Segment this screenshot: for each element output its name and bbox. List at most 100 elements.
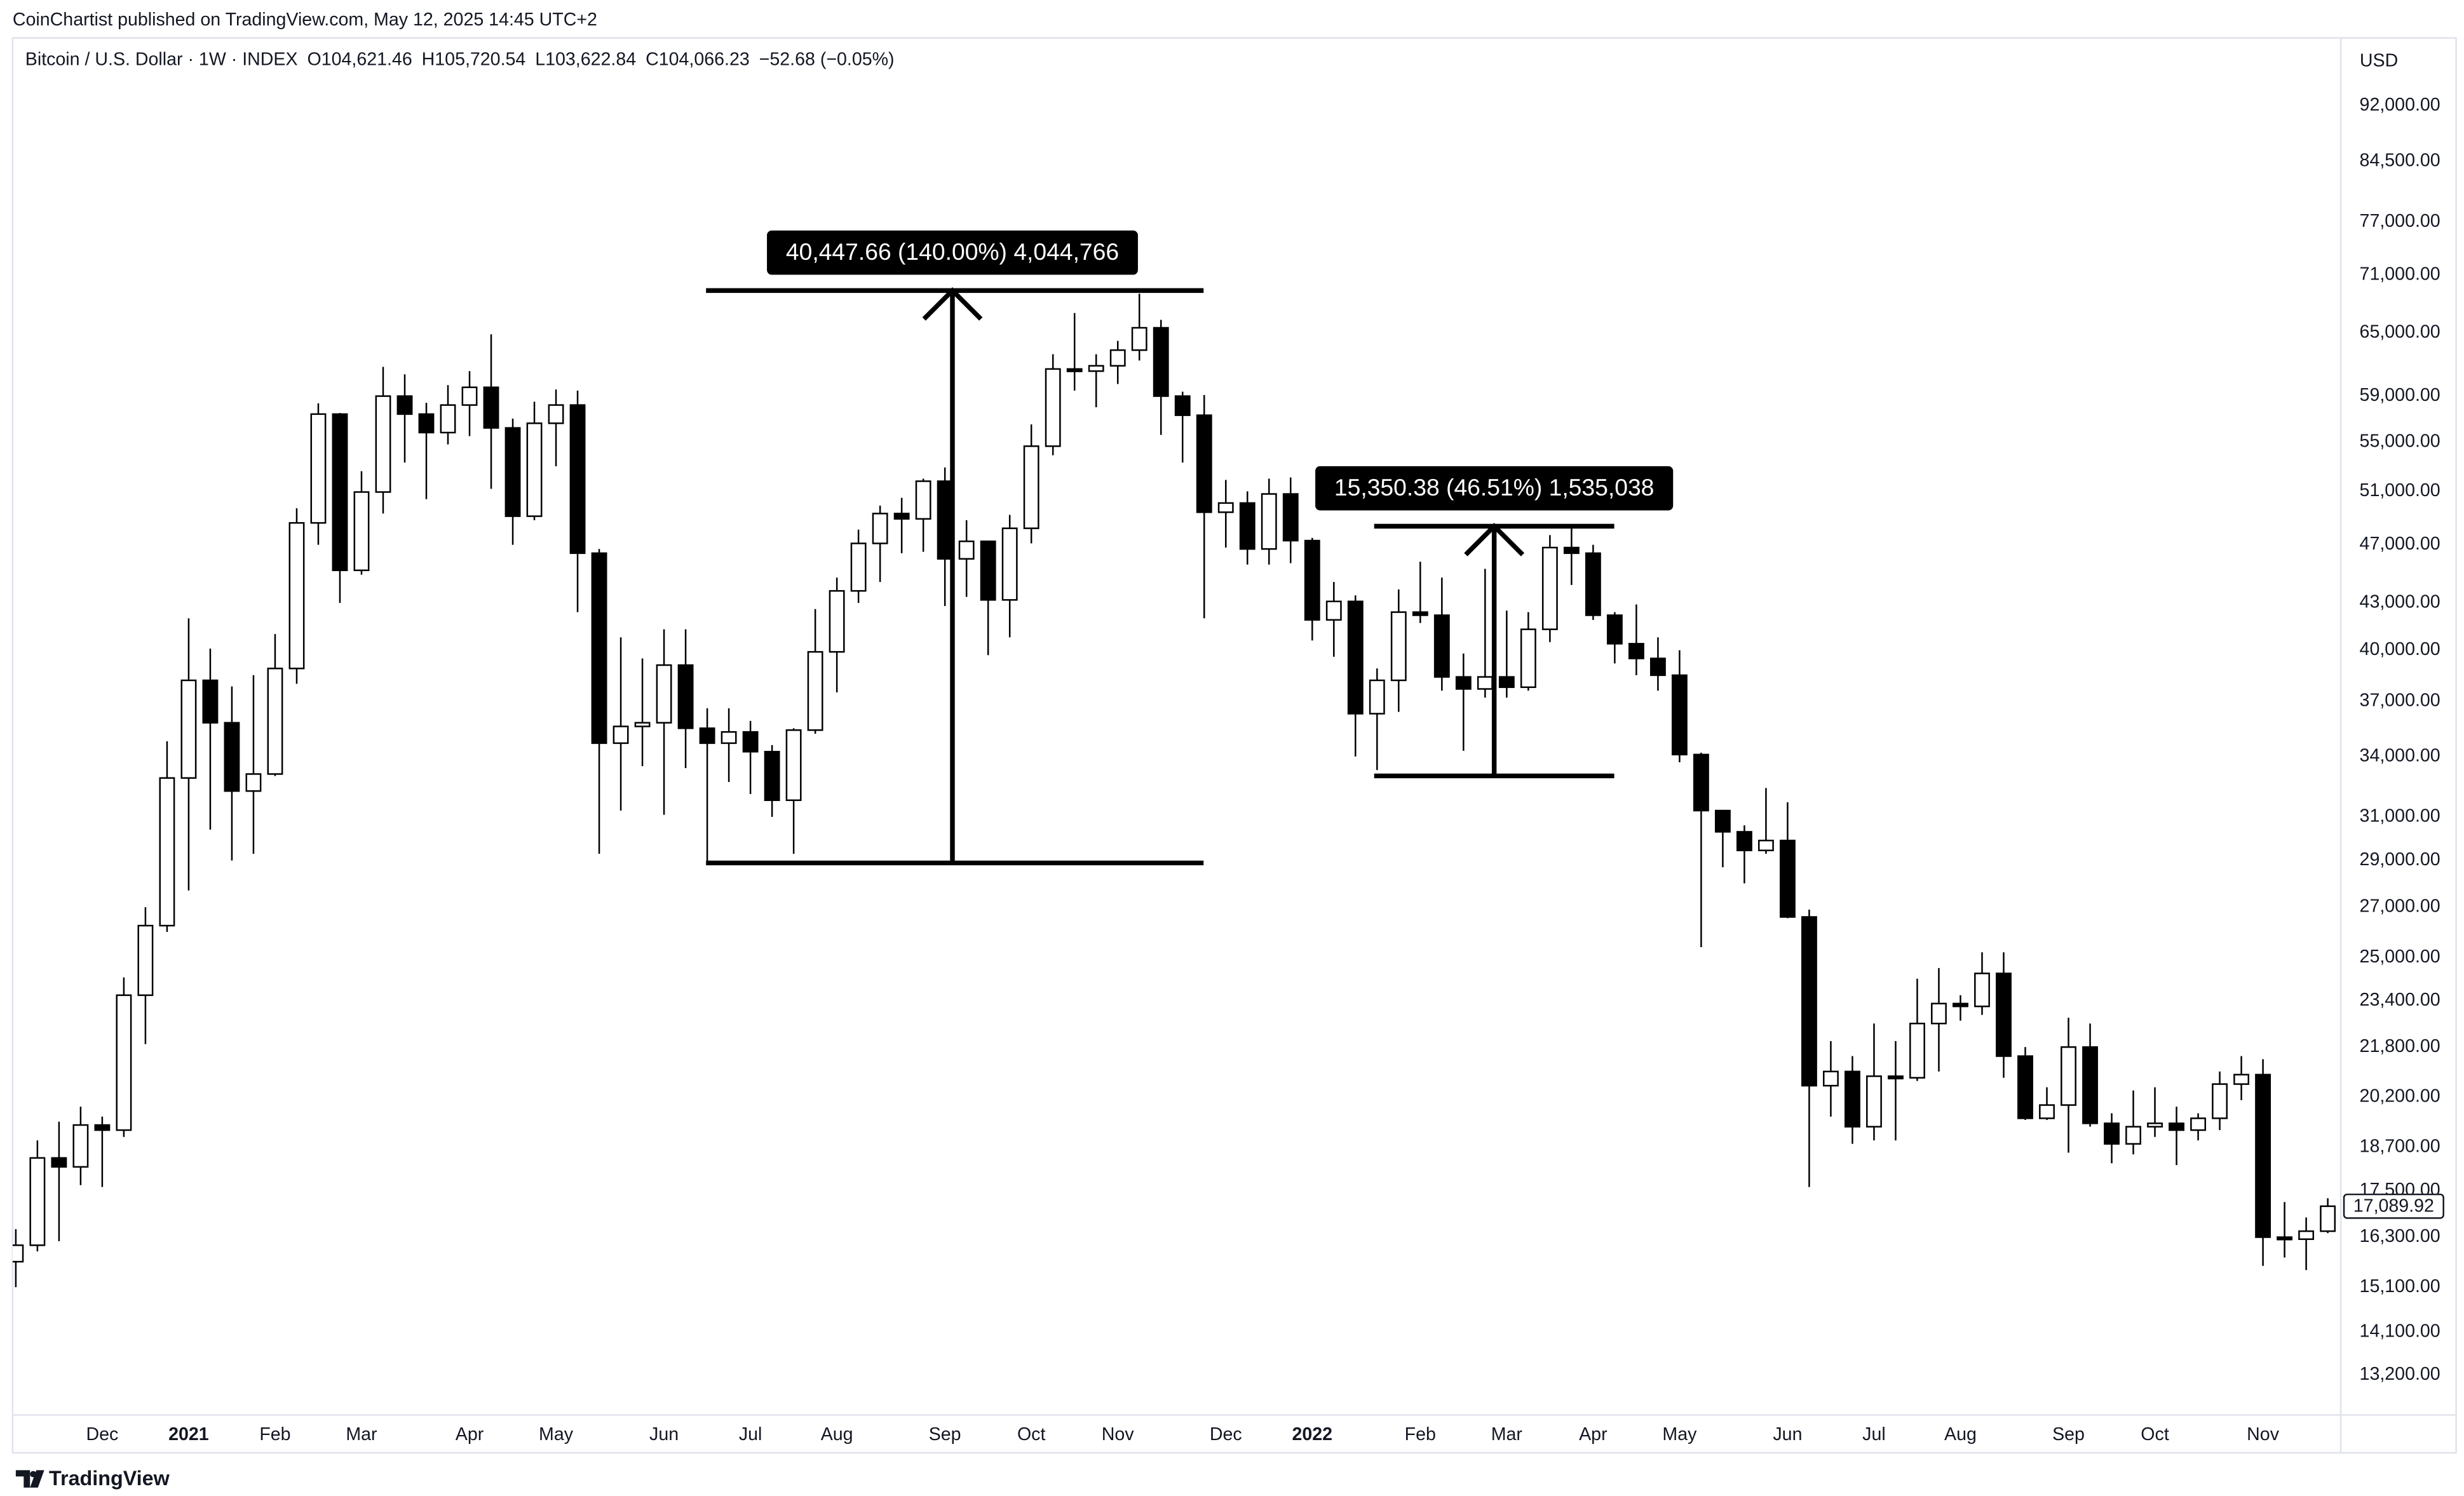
candle-body-up [634, 722, 651, 727]
candle-body-up [180, 679, 197, 779]
candle-body-down [1433, 614, 1450, 678]
candle-body-down [2104, 1122, 2120, 1145]
measure: 15,350.38 (46.51%) 1,535,038 [1315, 466, 1674, 779]
x-tick-label: Aug [1944, 1424, 1977, 1445]
x-tick-label: Aug [821, 1424, 853, 1445]
measure-arrow-head [1464, 523, 1525, 556]
candle-body-up [1045, 368, 1061, 447]
candle-body-down [1412, 611, 1428, 616]
candle-body-down [1628, 643, 1644, 659]
x-tick-label: Nov [2247, 1424, 2280, 1445]
candle-body-up [807, 650, 823, 731]
candle-body-up [116, 994, 132, 1131]
candle-body-down [1845, 1070, 1860, 1128]
candle-body-down [1606, 614, 1623, 645]
publisher-note: CoinChartist published on TradingView.co… [13, 10, 597, 30]
candle-body-up [850, 542, 867, 592]
candle-body-down [2017, 1055, 2033, 1119]
x-tick-label: Mar [346, 1424, 377, 1445]
candle-body-up [656, 664, 672, 724]
candle-body-up [353, 491, 370, 572]
x-tick-label: Nov [1102, 1424, 1135, 1445]
change: −52.68 (−0.05%) [759, 49, 895, 69]
candle-body-down [1174, 395, 1191, 416]
measure-label: 15,350.38 (46.51%) 1,535,038 [1334, 474, 1655, 501]
candle-body-down [2255, 1074, 2271, 1238]
candle-body-up [12, 1244, 24, 1263]
y-tick-label: 31,000.00 [2360, 805, 2440, 826]
x-tick-label: Sep [2052, 1424, 2085, 1445]
candle-body-up [2298, 1230, 2315, 1240]
y-tick-label: 14,100.00 [2360, 1321, 2440, 1341]
candle-body-up [1325, 600, 1342, 621]
price-axis: 92,000.00 84,500.00 77,000.00 71,000.00 65,0… [2343, 95, 2444, 1384]
candle-body-up [1001, 527, 1018, 601]
y-tick-label: 16,300.00 [2360, 1226, 2440, 1246]
last-price-box [2343, 1193, 2444, 1219]
x-tick-label: 2021 [168, 1424, 209, 1445]
candle-body-up [1390, 611, 1407, 682]
candle-body-up [1520, 628, 1536, 689]
candle-body-up [721, 731, 737, 745]
candle-body-down [396, 395, 413, 415]
legend: Bitcoin / U.S. Dollar · 1W · INDEX O104,6… [25, 49, 895, 69]
candle-body-down [1693, 753, 1709, 812]
candle-body-up [958, 540, 975, 560]
x-tick-label: Dec [86, 1424, 118, 1445]
x-tick-label: Jun [1773, 1424, 1802, 1445]
candle-body-up [137, 924, 154, 996]
candle-body-down [742, 731, 759, 753]
y-tick-label: 21,800.00 [2360, 1036, 2440, 1056]
y-tick-label: 55,000.00 [2360, 431, 2440, 451]
candle-body-up [288, 522, 305, 670]
y-tick-label: 27,000.00 [2360, 896, 2440, 917]
ohlc-high: H105,720.54 [422, 49, 526, 69]
candle-body-up [1131, 327, 1147, 351]
candle-body-up [1909, 1022, 1925, 1079]
candle-body-up [872, 513, 888, 544]
y-tick-label: 65,000.00 [2360, 321, 2440, 342]
candle-body-up [2233, 1074, 2250, 1085]
candle-body-down [1347, 600, 1364, 715]
y-tick-label: 71,000.00 [2360, 264, 2440, 285]
currency[interactable]: USD [2360, 50, 2398, 71]
candle-body-down [1153, 327, 1169, 397]
y-tick-label: 40,000.00 [2360, 639, 2440, 659]
y-tick-label: 77,000.00 [2360, 211, 2440, 231]
y-tick-label: 92,000.00 [2360, 95, 2440, 115]
x-tick-label: Dec [1210, 1424, 1242, 1445]
candle-body-up [2125, 1126, 2141, 1145]
candle-body-down [569, 404, 586, 555]
measure-label-box [767, 230, 1138, 275]
candle-body-up [1757, 839, 1774, 851]
candle-body-up [1023, 445, 1039, 529]
candle-body-up [2039, 1104, 2055, 1119]
candle-body-up [440, 404, 456, 434]
ohlc-open: O104,621.46 [307, 49, 412, 69]
candle-body-up [1477, 676, 1493, 690]
x-tick-label: Jun [649, 1424, 679, 1445]
candle-body-down [893, 513, 910, 520]
candle-body-down [699, 727, 715, 745]
y-tick-label: 25,000.00 [2360, 947, 2440, 967]
candle-body-up [1109, 349, 1126, 367]
time-axis: Dec 2021 Feb Mar Apr May Jun Jul Aug Sep Oct Nov Dec… [86, 1424, 2280, 1445]
candle-body-up [548, 404, 564, 424]
candle-body-up [829, 590, 845, 653]
candle-body-down [677, 664, 694, 729]
candle-body-down [1455, 676, 1472, 690]
candle-body-up [1823, 1070, 1839, 1087]
x-tick-label: Oct [1017, 1424, 1046, 1445]
candle-body-up [613, 725, 629, 745]
x-tick-label: Sep [929, 1424, 961, 1445]
candle-body-down [1649, 657, 1666, 677]
brand[interactable]: TradingView [49, 1467, 170, 1490]
x-tick-label: Jul [739, 1424, 762, 1445]
y-tick-label: 23,400.00 [2360, 990, 2440, 1010]
candle-body-down [2277, 1236, 2293, 1241]
x-tick-label: Apr [456, 1424, 484, 1445]
candle-body-up [1974, 973, 1990, 1007]
candle-body-down [418, 413, 435, 434]
